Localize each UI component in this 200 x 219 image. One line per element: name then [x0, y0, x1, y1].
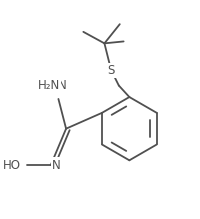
Text: H: H	[41, 80, 50, 93]
Text: N: N	[51, 159, 60, 172]
Text: S: S	[107, 64, 114, 77]
Text: H₂N: H₂N	[38, 79, 60, 92]
Text: $_2$N: $_2$N	[51, 79, 67, 94]
Text: HO: HO	[3, 159, 21, 172]
